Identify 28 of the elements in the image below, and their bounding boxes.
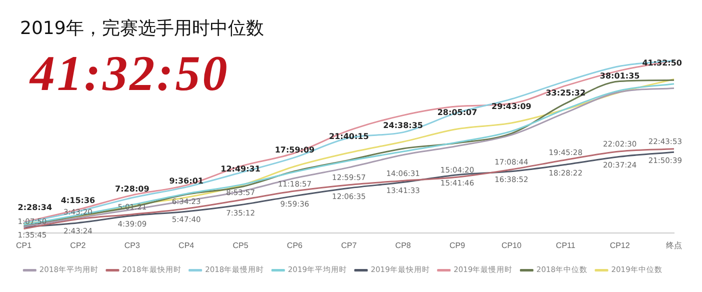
data-label: 28:05:07 [437,108,478,118]
x-tick-label: CP8 [395,240,412,250]
x-tick-label: CP10 [501,240,522,250]
data-label: 2:28:34 [18,202,52,212]
x-tick-label: CP7 [341,240,358,250]
chart-title: 2019年，完赛选手用时中位数 [20,17,264,40]
x-tick-label: CP2 [70,240,86,250]
x-tick-label: CP4 [178,240,195,250]
data-label: 38:01:35 [600,71,640,80]
x-tick-label: CP3 [124,240,140,250]
data-label: 41:32:50 [642,58,682,68]
x-tick-label: CP5 [232,240,249,250]
x-tick-label: 终点 [666,240,682,250]
data-label: 7:28:09 [115,184,150,194]
data-label: 29:43:09 [492,102,532,112]
x-tick-label: CP11 [556,240,576,250]
data-label: 33:25:32 [546,88,586,98]
x-tick-label: CP12 [610,240,630,250]
data-label: 21:40:15 [328,132,370,141]
data-label: 4:15:36 [60,196,96,206]
data-label: 12:49:31 [220,164,261,174]
x-tick-label: CP6 [286,240,304,250]
data-label: 17:59:09 [274,145,316,154]
annotation: 41:32:50 [30,44,230,102]
x-tick-label: CP1 [16,240,32,250]
data-label: 9:36:01 [169,176,204,186]
data-label: 24:38:35 [383,120,424,130]
x-tick-label: CP9 [449,240,466,250]
